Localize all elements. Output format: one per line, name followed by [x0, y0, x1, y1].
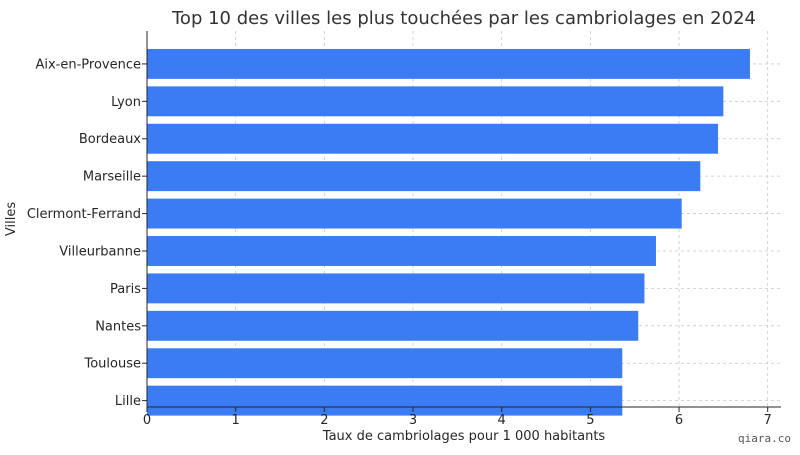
chart-title: Top 10 des villes les plus touchées par … — [171, 8, 756, 29]
y-axis-label: Villes — [4, 202, 19, 236]
y-tick-label: Lille — [115, 394, 141, 409]
y-ticks: Aix-en-Provence Lyon Bordeaux Marseille Cler… — [27, 57, 147, 409]
x-tick-label: 2 — [320, 413, 328, 428]
bar — [147, 198, 682, 229]
x-tick-label: 3 — [409, 413, 417, 428]
y-tick-label: Bordeaux — [79, 132, 141, 147]
y-tick-label: Nantes — [95, 319, 141, 334]
axes — [146, 31, 781, 408]
y-tick-label: Clermont-Ferrand — [27, 207, 141, 222]
bar — [147, 86, 724, 117]
y-tick-label: Marseille — [83, 170, 141, 185]
y-tick-label: Lyon — [111, 95, 141, 110]
x-tick-label: 5 — [586, 413, 594, 428]
bar — [147, 385, 623, 416]
bar — [147, 273, 645, 304]
x-ticks: 0 1 2 3 4 5 6 7 — [143, 407, 772, 428]
watermark: qiara.co — [738, 432, 791, 445]
y-tick-label: Aix-en-Provence — [35, 57, 141, 72]
bar — [147, 48, 750, 79]
x-tick-label: 1 — [232, 413, 240, 428]
x-tick-label: 6 — [675, 413, 683, 428]
bar — [147, 161, 701, 192]
y-tick-label: Toulouse — [83, 357, 141, 372]
bars — [147, 48, 750, 416]
bar — [147, 236, 656, 266]
y-tick-label: Villeurbanne — [59, 244, 141, 259]
y-tick-label: Paris — [110, 282, 141, 297]
x-axis-label: Taux de cambriolages pour 1 000 habitant… — [322, 429, 606, 444]
bar — [147, 123, 719, 154]
x-tick-label: 4 — [498, 413, 506, 428]
x-tick-label: 7 — [764, 413, 772, 428]
bar — [147, 348, 623, 379]
bar — [147, 310, 639, 341]
x-tick-label: 0 — [143, 413, 151, 428]
